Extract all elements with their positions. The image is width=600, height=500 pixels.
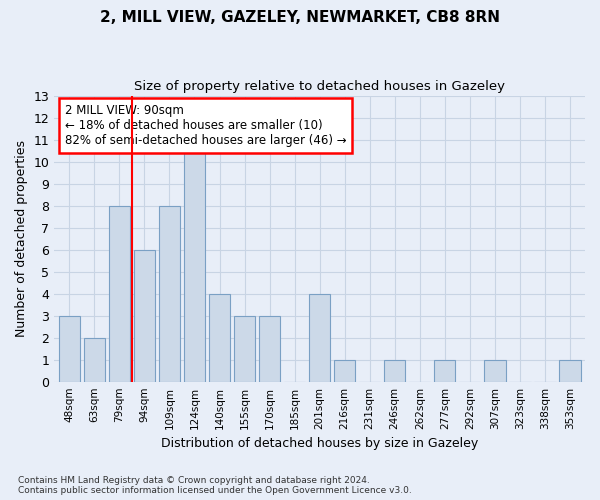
Bar (184, 140, 205, 382)
Bar (134, 250, 155, 382)
Y-axis label: Number of detached properties: Number of detached properties (15, 140, 28, 337)
Bar (209, 294, 230, 382)
Bar (109, 206, 130, 382)
Text: Contains HM Land Registry data © Crown copyright and database right 2024.
Contai: Contains HM Land Registry data © Crown c… (18, 476, 412, 495)
Bar (259, 316, 280, 382)
Text: 2 MILL VIEW: 90sqm
← 18% of detached houses are smaller (10)
82% of semi-detache: 2 MILL VIEW: 90sqm ← 18% of detached hou… (65, 104, 347, 147)
Bar (434, 360, 455, 382)
Bar (59, 316, 80, 382)
Bar (384, 360, 406, 382)
X-axis label: Distribution of detached houses by size in Gazeley: Distribution of detached houses by size … (161, 437, 478, 450)
Bar (309, 294, 330, 382)
Bar (159, 206, 180, 382)
Bar (234, 316, 255, 382)
Text: 2, MILL VIEW, GAZELEY, NEWMARKET, CB8 8RN: 2, MILL VIEW, GAZELEY, NEWMARKET, CB8 8R… (100, 10, 500, 25)
Title: Size of property relative to detached houses in Gazeley: Size of property relative to detached ho… (134, 80, 505, 93)
Bar (334, 360, 355, 382)
Bar (84, 338, 105, 382)
Bar (484, 360, 506, 382)
Bar (559, 360, 581, 382)
